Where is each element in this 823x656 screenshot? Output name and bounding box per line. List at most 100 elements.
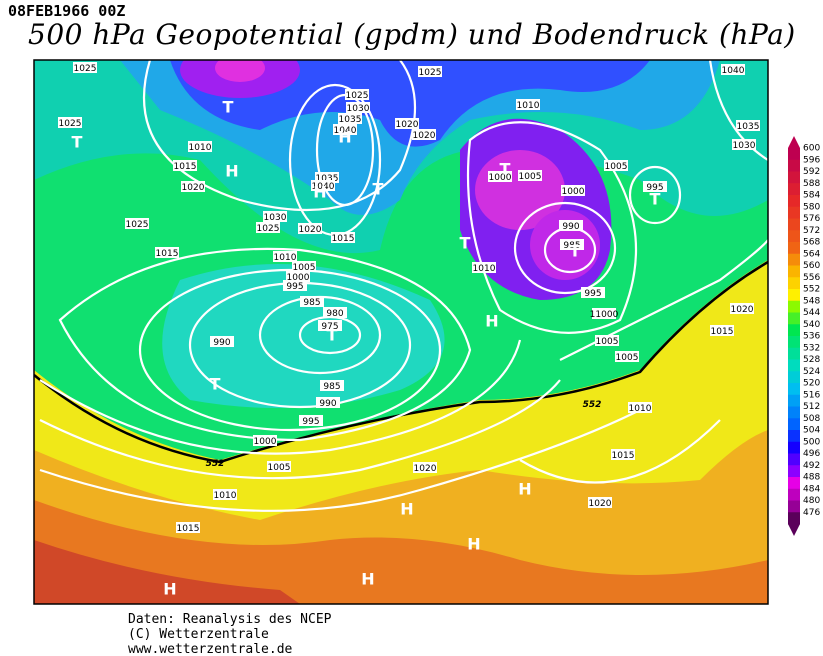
isobar-label-bg	[615, 351, 639, 362]
colorbar-label: 492	[803, 461, 820, 471]
isobar-label-bg	[418, 66, 442, 77]
colorbar-label: 500	[803, 437, 820, 447]
isobar-label: 1015	[332, 234, 355, 244]
title: 500 hPa Geopotential (gpdm) und Bodendru…	[28, 18, 796, 51]
isobar-label: 1020	[414, 464, 437, 474]
isobar-label: 1010	[517, 101, 540, 111]
isobar-label-bg	[333, 124, 357, 135]
colorbar-swatch	[788, 465, 800, 478]
colorbar-label: 572	[803, 226, 820, 236]
colorbar-swatch	[788, 441, 800, 454]
colorbar-label: 556	[803, 273, 820, 283]
colorbar-label: 592	[803, 167, 820, 177]
isobar-label-bg	[311, 180, 335, 191]
isobar-label: 1020	[396, 120, 419, 130]
isobar-label-bg	[472, 262, 496, 273]
isobar-label-bg	[611, 449, 635, 460]
isobar-label: 1030	[733, 141, 756, 151]
pressure-center: T	[373, 180, 384, 199]
colorbar-swatch	[788, 300, 800, 313]
isobar-label: 1020	[299, 225, 322, 235]
isobar-label-bg	[300, 296, 324, 307]
colorbar-swatch	[788, 195, 800, 208]
pressure-center: H	[400, 500, 413, 519]
isobar-label: 1000	[287, 273, 310, 283]
isobar-label-bg	[395, 118, 419, 129]
isobar-label: 1020	[413, 131, 436, 141]
isobar-label-bg	[213, 489, 237, 500]
colorbar-swatch	[788, 418, 800, 431]
colorbar-label: 496	[803, 449, 820, 459]
isobar-label-bg	[518, 170, 542, 181]
colorbar-swatch	[788, 171, 800, 184]
isobar-label-bg	[331, 232, 355, 243]
colorbar-swatch	[788, 430, 800, 443]
isobar-label-bg	[316, 397, 340, 408]
colorbar-label: 568	[803, 238, 820, 248]
colorbar-label: 536	[803, 332, 820, 342]
isobar-label: 985	[303, 298, 320, 308]
isobar-label-bg	[315, 172, 339, 183]
isobar-label: 1010	[274, 253, 297, 263]
isobar-label: 1005	[268, 463, 291, 473]
colorbar-swatch	[788, 242, 800, 255]
isobar-label: 1010	[189, 143, 212, 153]
isobar-label-bg	[581, 287, 605, 298]
isobar-label: 1010	[473, 264, 496, 274]
isobar-label: 990	[319, 399, 336, 409]
isobar-label-bg	[412, 129, 436, 140]
isobar-label: 1035	[737, 122, 760, 132]
isobar-label: 1005	[596, 337, 619, 347]
isobar-label-bg	[413, 462, 437, 473]
isobar-label: 1015	[711, 327, 734, 337]
isobar-label: 1010	[629, 404, 652, 414]
colorbar-label: 532	[803, 343, 820, 353]
isobar-label-bg	[721, 64, 745, 75]
isobar-label-bg	[732, 139, 756, 150]
colorbar-label: 552	[803, 285, 820, 295]
isobar-label-bg	[73, 62, 97, 73]
isobar-label: 995	[302, 417, 319, 427]
isobar-label: 1025	[257, 224, 280, 234]
colorbar-swatch	[788, 488, 800, 501]
colorbar-label: 564	[803, 249, 820, 259]
colorbar-label: 560	[803, 261, 820, 271]
colorbar-swatch	[788, 159, 800, 172]
colorbar-label: 548	[803, 296, 820, 306]
pressure-center: T	[500, 160, 511, 179]
pressure-center: H	[485, 312, 498, 331]
isobar-label-bg	[323, 307, 347, 318]
isobar-label-bg	[736, 120, 760, 131]
date: 08FEB1966 00Z	[8, 2, 126, 20]
isobar-label-bg	[560, 239, 584, 250]
colorbar-swatch	[788, 312, 800, 325]
isobar-label-bg	[320, 380, 344, 391]
isobar-label: 1040	[334, 126, 357, 136]
isobar-label: 1025	[74, 64, 97, 74]
colorbar-label: 516	[803, 390, 820, 400]
isobar-label: 1030	[347, 104, 370, 114]
isobar-label: 1020	[589, 499, 612, 509]
isobar-label-bg	[628, 402, 652, 413]
pressure-center: H	[518, 480, 531, 499]
isobar-label-bg	[561, 185, 585, 196]
isobar-label: 1015	[174, 162, 197, 172]
isobar-label-bg	[188, 141, 212, 152]
colorbar-label: 528	[803, 355, 820, 365]
isobar-label-bg	[292, 261, 316, 272]
colorbar-label: 512	[803, 402, 820, 412]
colorbar-swatch	[788, 230, 800, 243]
isobar-label-bg	[345, 89, 369, 100]
colorbar-swatch	[788, 265, 800, 278]
isobar-label-bg	[338, 113, 362, 124]
isobar-label: 1015	[177, 524, 200, 534]
colorbar-label: 576	[803, 214, 820, 224]
contour-label: 552	[583, 400, 602, 410]
isobar-label-bg	[173, 160, 197, 171]
isobar-label: 1015	[612, 451, 635, 461]
isobar-label: 1000	[254, 437, 277, 447]
colorbar-label: 544	[803, 308, 820, 318]
colorbar-swatch	[788, 324, 800, 337]
colorbar-label: 520	[803, 379, 820, 389]
